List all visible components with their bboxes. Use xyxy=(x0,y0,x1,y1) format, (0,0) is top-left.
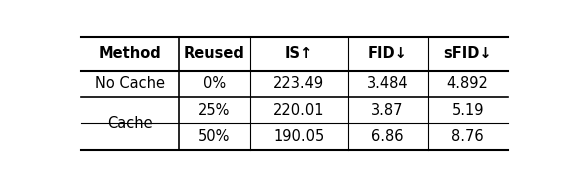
Text: 190.05: 190.05 xyxy=(273,129,324,144)
Text: 220.01: 220.01 xyxy=(273,103,324,118)
Text: 3.484: 3.484 xyxy=(367,76,409,91)
Text: 0%: 0% xyxy=(203,76,226,91)
Text: 6.86: 6.86 xyxy=(371,129,404,144)
Text: Reused: Reused xyxy=(184,46,245,61)
Text: 223.49: 223.49 xyxy=(273,76,324,91)
Text: No Cache: No Cache xyxy=(95,76,165,91)
Text: sFID↓: sFID↓ xyxy=(443,46,492,61)
Text: 5.19: 5.19 xyxy=(451,103,484,118)
Text: IS↑: IS↑ xyxy=(285,46,313,61)
Text: 3.87: 3.87 xyxy=(371,103,404,118)
Text: 50%: 50% xyxy=(198,129,230,144)
Text: Cache: Cache xyxy=(107,116,152,131)
Text: FID↓: FID↓ xyxy=(368,46,408,61)
Text: 4.892: 4.892 xyxy=(447,76,488,91)
Text: Method: Method xyxy=(98,46,161,61)
Text: 25%: 25% xyxy=(198,103,230,118)
Text: 8.76: 8.76 xyxy=(451,129,484,144)
